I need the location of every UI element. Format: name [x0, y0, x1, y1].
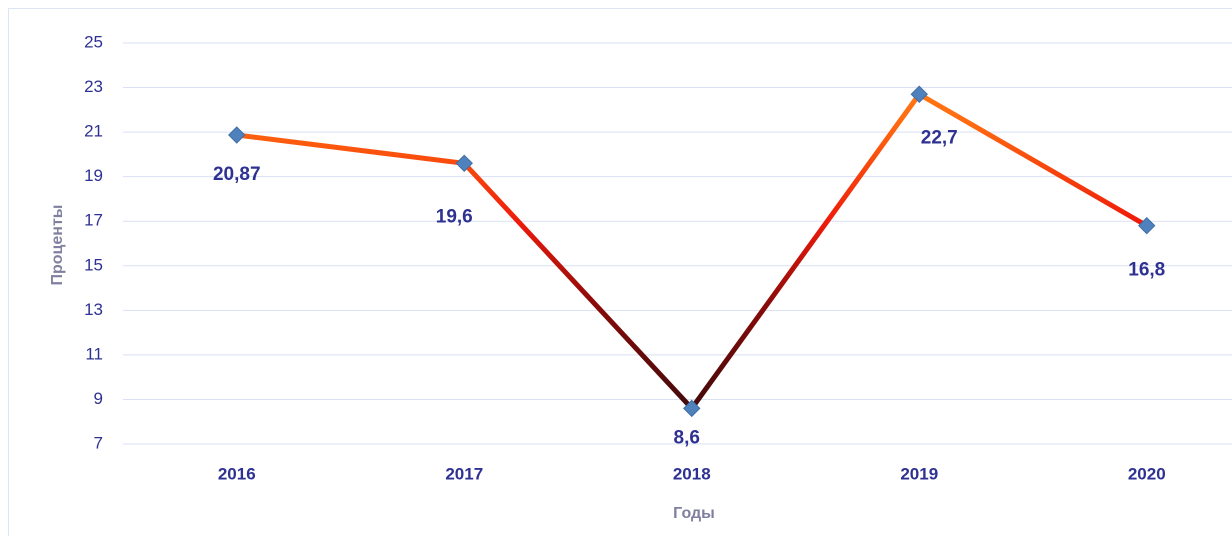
data-label: 22,7	[921, 127, 958, 148]
marker	[228, 126, 246, 144]
y-tick-label: 23	[84, 77, 103, 96]
data-label: 16,8	[1128, 260, 1165, 281]
y-tick-label: 21	[84, 122, 103, 141]
x-tick-label: 2019	[900, 464, 938, 483]
y-tick-label: 11	[85, 344, 103, 363]
line	[236, 91, 1149, 411]
marker	[1138, 216, 1156, 235]
x-axis-title: Годы	[673, 505, 715, 522]
y-tick-label: 13	[84, 300, 103, 319]
y-tick-label: 25	[84, 32, 103, 51]
x-tick-label: 2018	[673, 464, 711, 483]
marker	[910, 85, 928, 103]
data-label: 20,87	[213, 164, 261, 185]
x-tick-label: 2020	[1128, 464, 1166, 483]
y-tick-label: 17	[84, 211, 103, 230]
marker	[683, 399, 701, 418]
marker	[455, 154, 473, 173]
y-axis-title: Проценты	[49, 205, 66, 286]
x-tick-label: 2017	[445, 464, 483, 483]
data-label: 19,6	[436, 206, 473, 227]
y-tick-label: 19	[84, 166, 103, 185]
y-tick-label: 7	[94, 433, 103, 452]
y-tick-label: 15	[84, 255, 103, 274]
chart-frame	[8, 8, 1232, 536]
x-tick-label: 2016	[218, 464, 256, 483]
data-label: 8,6	[674, 427, 700, 448]
y-tick-label: 9	[94, 389, 103, 408]
